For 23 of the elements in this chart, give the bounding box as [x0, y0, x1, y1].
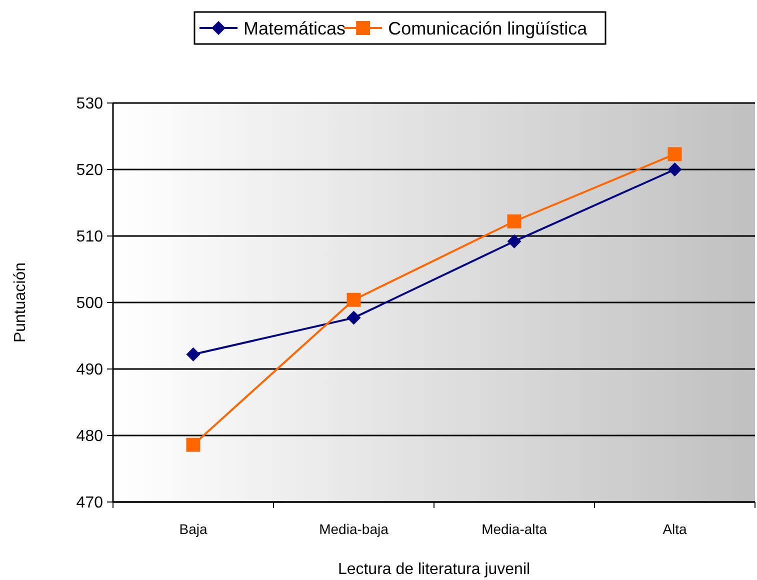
- y-tick-label: 470: [76, 494, 104, 512]
- legend-label: Comunicación lingüística: [388, 18, 588, 38]
- y-tick-label: 510: [76, 228, 104, 246]
- point: [346, 310, 361, 325]
- x-tick-label: Media-alta: [482, 521, 548, 537]
- y-tick-label: 490: [76, 362, 104, 379]
- x-tick-label: Media-baja: [319, 521, 389, 537]
- point: [186, 438, 200, 452]
- y-tick-label: 500: [76, 295, 104, 312]
- y-tick-label: 520: [76, 162, 104, 180]
- y-axis-title: Puntuación: [12, 262, 29, 343]
- point: [507, 234, 522, 248]
- y-tick-label: 480: [76, 428, 104, 446]
- point: [668, 147, 682, 162]
- x-tick-label: Baja: [179, 521, 208, 537]
- y-tick-label: 530: [76, 96, 104, 113]
- x-axis-title: Lectura de literatura juvenil: [338, 561, 530, 578]
- legend-label: Matemáticas: [244, 18, 346, 38]
- point: [186, 347, 200, 362]
- x-tick-label: Alta: [662, 521, 688, 537]
- point: [668, 162, 682, 176]
- point: [346, 292, 361, 307]
- point: [507, 214, 522, 228]
